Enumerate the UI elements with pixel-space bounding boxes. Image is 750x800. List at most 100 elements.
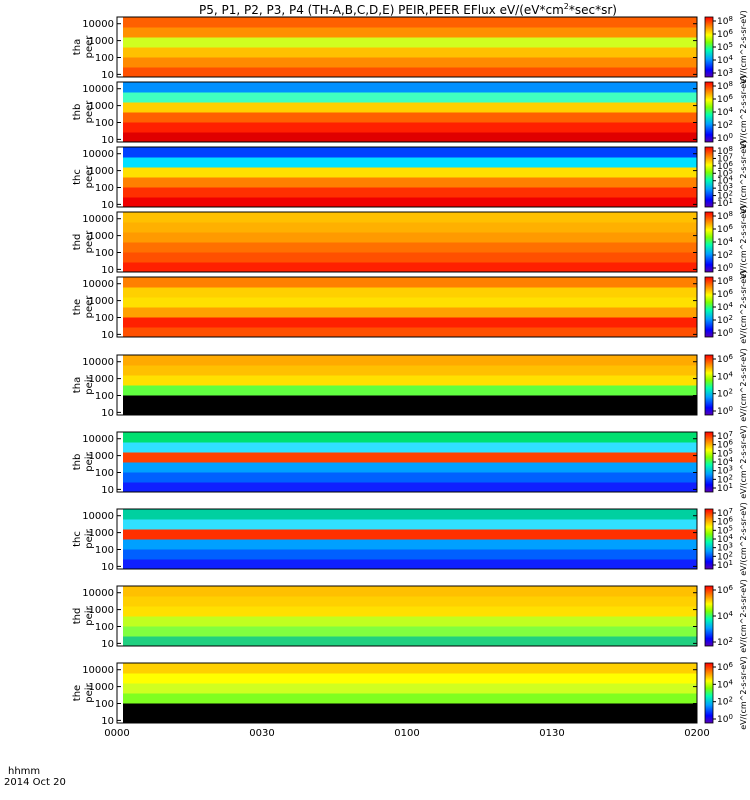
colorbar-tick-label: 100	[717, 132, 733, 144]
panel-probe-label: the	[72, 685, 83, 701]
colorbar-tick-base: 10	[717, 698, 729, 708]
panel-probe-label: thc	[72, 531, 83, 547]
colorbar-tick-exponent: 7	[728, 152, 732, 160]
colorbar-tick-label: 105	[717, 41, 733, 53]
spectrogram-band	[123, 212, 697, 223]
spectrogram-band	[123, 596, 697, 607]
colorbar-tick-exponent: 2	[728, 636, 732, 644]
colorbar-tick-exponent: 3	[728, 67, 732, 75]
colorbar-tick-exponent: 5	[728, 167, 732, 175]
colorbar-tick-base: 10	[717, 212, 729, 222]
colorbar-tick-label: 107	[717, 152, 733, 164]
panel-species-label: peer	[84, 100, 95, 124]
y-tick-label: 10	[101, 330, 114, 341]
colorbar-tick-exponent: 2	[728, 550, 732, 558]
panel-probe-label: the	[72, 299, 83, 315]
colorbar-tick-exponent: 6	[728, 93, 733, 101]
plot-frame	[116, 276, 698, 338]
colorbar-tick-label: 102	[717, 388, 733, 400]
colorbar	[704, 276, 714, 338]
y-tick-label: 100	[95, 248, 114, 259]
colorbar-tick-exponent: 0	[728, 327, 732, 335]
x-tick-label: 0000	[104, 728, 129, 739]
colorbar-tick-base: 10	[717, 638, 729, 648]
panel-species-label: peir	[84, 605, 95, 625]
colorbar-tick-exponent: 3	[728, 465, 732, 473]
y-tick-label: 10	[101, 135, 114, 146]
y-tick-label: 100	[95, 118, 114, 129]
y-tick-label: 1000	[89, 231, 114, 242]
colorbar-tick-exponent: 6	[728, 516, 733, 524]
y-tick-label: 100	[95, 313, 114, 324]
colorbar-tick-base: 10	[717, 612, 729, 622]
colorbar-tick-label: 104	[717, 678, 733, 690]
colorbar-tick-base: 10	[717, 458, 729, 468]
colorbar-tick-exponent: 6	[728, 288, 733, 296]
spectrogram-band	[123, 157, 697, 168]
y-tick-label: 1000	[89, 166, 114, 177]
colorbar-tick-exponent: 4	[728, 678, 733, 686]
colorbar-tick-label: 100	[717, 713, 733, 725]
colorbar-tick-exponent: 2	[728, 473, 732, 481]
colorbar-tick-exponent: 4	[728, 533, 733, 541]
spectrogram-band	[123, 262, 697, 273]
spectrogram-band	[123, 559, 697, 570]
spectrogram-band	[123, 703, 697, 714]
spectrogram-band	[123, 636, 697, 647]
colorbar-tick-label: 102	[717, 249, 733, 261]
colorbar-tick-base: 10	[717, 484, 729, 494]
spectrogram-band	[123, 663, 697, 674]
colorbar-units: eV/(cm^2-s-sr-eV)	[739, 348, 748, 421]
colorbar-tick-label: 108	[717, 275, 733, 287]
y-tick-label: 1000	[89, 374, 114, 385]
y-tick-label: 10000	[82, 665, 114, 676]
plot-frame	[116, 81, 698, 143]
plot-frame	[116, 146, 698, 208]
spectrogram-band	[123, 67, 697, 78]
spectrogram-band	[123, 442, 697, 453]
colorbar-tick-exponent: 8	[728, 80, 732, 88]
colorbar-units: eV/(cm^2-s-sr-eV)	[739, 425, 748, 498]
spectrogram-band	[123, 27, 697, 38]
y-tick-label: 10	[101, 639, 114, 650]
colorbar-tick-exponent: 4	[728, 236, 733, 244]
spectrogram-band	[123, 92, 697, 103]
y-tick-label: 10	[101, 562, 114, 573]
x-axis-label-hhmm: hhmm	[8, 766, 41, 777]
spectrogram-band	[123, 405, 697, 416]
y-tick-label: 10	[101, 716, 114, 727]
y-tick-label: 1000	[89, 528, 114, 539]
colorbar-tick-exponent: 2	[728, 249, 732, 257]
colorbar-units: eV/(cm^2-s-sr-eV)	[739, 270, 748, 343]
colorbar-tick-label: 102	[717, 473, 733, 485]
colorbar-tick-label: 107	[717, 507, 733, 519]
colorbar-tick-label: 106	[717, 516, 733, 528]
colorbar-tick-base: 10	[717, 238, 729, 248]
panel-probe-label: tha	[72, 377, 83, 393]
colorbar-tick-base: 10	[717, 390, 729, 400]
colorbar-tick-exponent: 3	[728, 542, 732, 550]
spectrogram-band	[123, 177, 697, 188]
colorbar-tick-label: 102	[717, 119, 733, 131]
y-tick-label: 10000	[82, 149, 114, 160]
colorbar	[704, 16, 714, 78]
spectrogram-band	[123, 307, 697, 318]
colorbar-tick-base: 10	[717, 586, 729, 596]
y-tick-label: 10000	[82, 84, 114, 95]
colorbar-tick-label: 101	[717, 559, 733, 571]
colorbar-tick-exponent: 2	[728, 696, 732, 704]
colorbar-tick-base: 10	[717, 154, 729, 164]
panel-species-label: peer	[84, 295, 95, 319]
colorbar-tick-base: 10	[717, 407, 729, 417]
colorbar-tick-exponent: 7	[728, 507, 732, 515]
colorbar-tick-exponent: 1	[728, 482, 732, 490]
colorbar-tick-label: 104	[717, 370, 733, 382]
panel-probe-label: thc	[72, 169, 83, 185]
spectrogram-band	[123, 232, 697, 243]
colorbar-tick-exponent: 0	[728, 713, 732, 721]
y-tick-label: 1000	[89, 682, 114, 693]
colorbar-tick-exponent: 4	[728, 106, 733, 114]
